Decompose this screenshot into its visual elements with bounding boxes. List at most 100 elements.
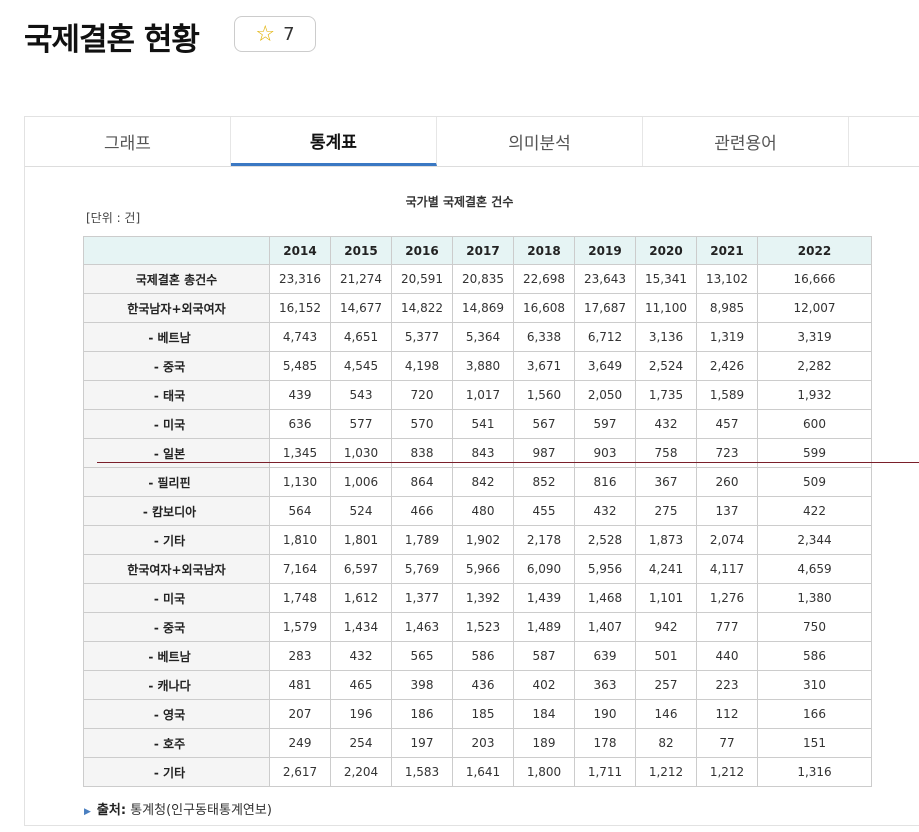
table-cell: 1,439 (513, 583, 575, 613)
table-cell: 2,528 (574, 525, 636, 555)
table-cell: 1,017 (452, 380, 514, 410)
tab-graph[interactable]: 그래프 (25, 117, 231, 166)
column-header: 2014 (269, 236, 331, 265)
table-cell: 1,489 (513, 612, 575, 642)
tab-related-terms[interactable]: 관련용어 (643, 117, 849, 166)
table-cell: 432 (574, 496, 636, 526)
table-cell: 1,641 (452, 757, 514, 787)
table-cell: 570 (391, 409, 453, 439)
bullet-arrow-icon: ▶ (84, 807, 91, 817)
table-cell: 1,130 (269, 467, 331, 497)
table-cell: 586 (452, 641, 514, 671)
table-cell: 189 (513, 728, 575, 758)
table-cell: 2,204 (330, 757, 392, 787)
table-row: - 캄보디아 564 524 466 480 455 432 275 137 422 (83, 496, 872, 526)
table-cell: 1,873 (635, 525, 697, 555)
row-label: - 중국 (83, 351, 270, 381)
table-cell: 207 (269, 699, 331, 729)
table-cell: 440 (696, 641, 758, 671)
row-label: - 필리핀 (83, 467, 270, 497)
tab-stats-table[interactable]: 통계표 (231, 117, 437, 166)
table-cell: 2,074 (696, 525, 758, 555)
table-cell: 481 (269, 670, 331, 700)
table-cell: 480 (452, 496, 514, 526)
table-cell: 23,316 (269, 264, 331, 294)
table-row: 국제결혼 총건수 23,316 21,274 20,591 20,835 22,698 23… (83, 264, 872, 294)
table-cell: 1,810 (269, 525, 331, 555)
table-cell: 4,659 (757, 554, 872, 584)
table-cell: 22,698 (513, 264, 575, 294)
table-cell: 1,380 (757, 583, 872, 613)
table-cell: 3,671 (513, 351, 575, 381)
table-cell: 13,102 (696, 264, 758, 294)
table-cell: 455 (513, 496, 575, 526)
table-cell: 398 (391, 670, 453, 700)
column-header: 2018 (513, 236, 575, 265)
stats-table: 2014 2015 2016 2017 2018 2019 2020 2021 2022 국제결… (83, 236, 872, 787)
table-cell: 501 (635, 641, 697, 671)
row-label: 국제결혼 총건수 (83, 264, 270, 294)
favorite-button[interactable]: ☆ 7 (234, 16, 316, 52)
table-cell: 20,835 (452, 264, 514, 294)
table-row: 한국남자+외국여자 16,152 14,677 14,822 14,869 16,608 1… (83, 293, 872, 323)
table-cell: 636 (269, 409, 331, 439)
table-cell: 16,152 (269, 293, 331, 323)
table-cell: 436 (452, 670, 514, 700)
row-label: - 베트남 (83, 641, 270, 671)
table-cell: 4,651 (330, 322, 392, 352)
table-cell: 1,735 (635, 380, 697, 410)
table-cell: 1,523 (452, 612, 514, 642)
table-cell: 1,711 (574, 757, 636, 787)
table-cell: 1,902 (452, 525, 514, 555)
column-header: 2015 (330, 236, 392, 265)
table-cell: 432 (330, 641, 392, 671)
table-cell: 2,050 (574, 380, 636, 410)
table-cell: 249 (269, 728, 331, 758)
table-cell: 82 (635, 728, 697, 758)
table-cell: 2,524 (635, 351, 697, 381)
table-cell: 4,743 (269, 322, 331, 352)
column-header: 2016 (391, 236, 453, 265)
table-cell: 750 (757, 612, 872, 642)
table-cell: 14,822 (391, 293, 453, 323)
table-cell: 6,597 (330, 554, 392, 584)
table-title: 국가별 국제결혼 건수 (405, 195, 514, 209)
table-cell: 3,136 (635, 322, 697, 352)
table-row: - 캐나다 481 465 398 436 402 363 257 223 310 (83, 670, 872, 700)
content-panel: 그래프 통계표 의미분석 관련용어 (24, 116, 919, 826)
table-cell: 1,560 (513, 380, 575, 410)
table-cell: 1,030 (330, 438, 392, 468)
tab-meaning-analysis[interactable]: 의미분석 (437, 117, 643, 166)
table-cell: 23,643 (574, 264, 636, 294)
table-cell: 565 (391, 641, 453, 671)
favorite-count: 7 (283, 23, 295, 45)
table-cell: 5,769 (391, 554, 453, 584)
row-label: - 미국 (83, 409, 270, 439)
table-cell: 5,966 (452, 554, 514, 584)
table-cell: 3,880 (452, 351, 514, 381)
table-cell: 178 (574, 728, 636, 758)
table-cell: 4,545 (330, 351, 392, 381)
table-cell: 5,956 (574, 554, 636, 584)
table-row: - 베트남 4,743 4,651 5,377 5,364 6,338 6,712 3,136… (83, 322, 872, 352)
row-label: - 중국 (83, 612, 270, 642)
table-cell: 567 (513, 409, 575, 439)
row-label: - 캐나다 (83, 670, 270, 700)
table-cell: 597 (574, 409, 636, 439)
table-cell: 5,485 (269, 351, 331, 381)
table-cell: 14,677 (330, 293, 392, 323)
row-label: - 베트남 (83, 322, 270, 352)
table-cell: 5,364 (452, 322, 514, 352)
unit-label: [단위 : 건] (86, 211, 141, 225)
table-cell: 151 (757, 728, 872, 758)
table-cell: 1,468 (574, 583, 636, 613)
table-cell: 2,282 (757, 351, 872, 381)
table-cell: 6,090 (513, 554, 575, 584)
table-row: - 일본 1,345 1,030 838 843 987 903 758 723 599 (83, 438, 872, 468)
table-row: - 중국 5,485 4,545 4,198 3,880 3,671 3,649 2,524 2… (83, 351, 872, 381)
table-cell: 723 (696, 438, 758, 468)
table-cell: 1,579 (269, 612, 331, 642)
table-cell: 310 (757, 670, 872, 700)
table-cell: 864 (391, 467, 453, 497)
row-label: - 호주 (83, 728, 270, 758)
